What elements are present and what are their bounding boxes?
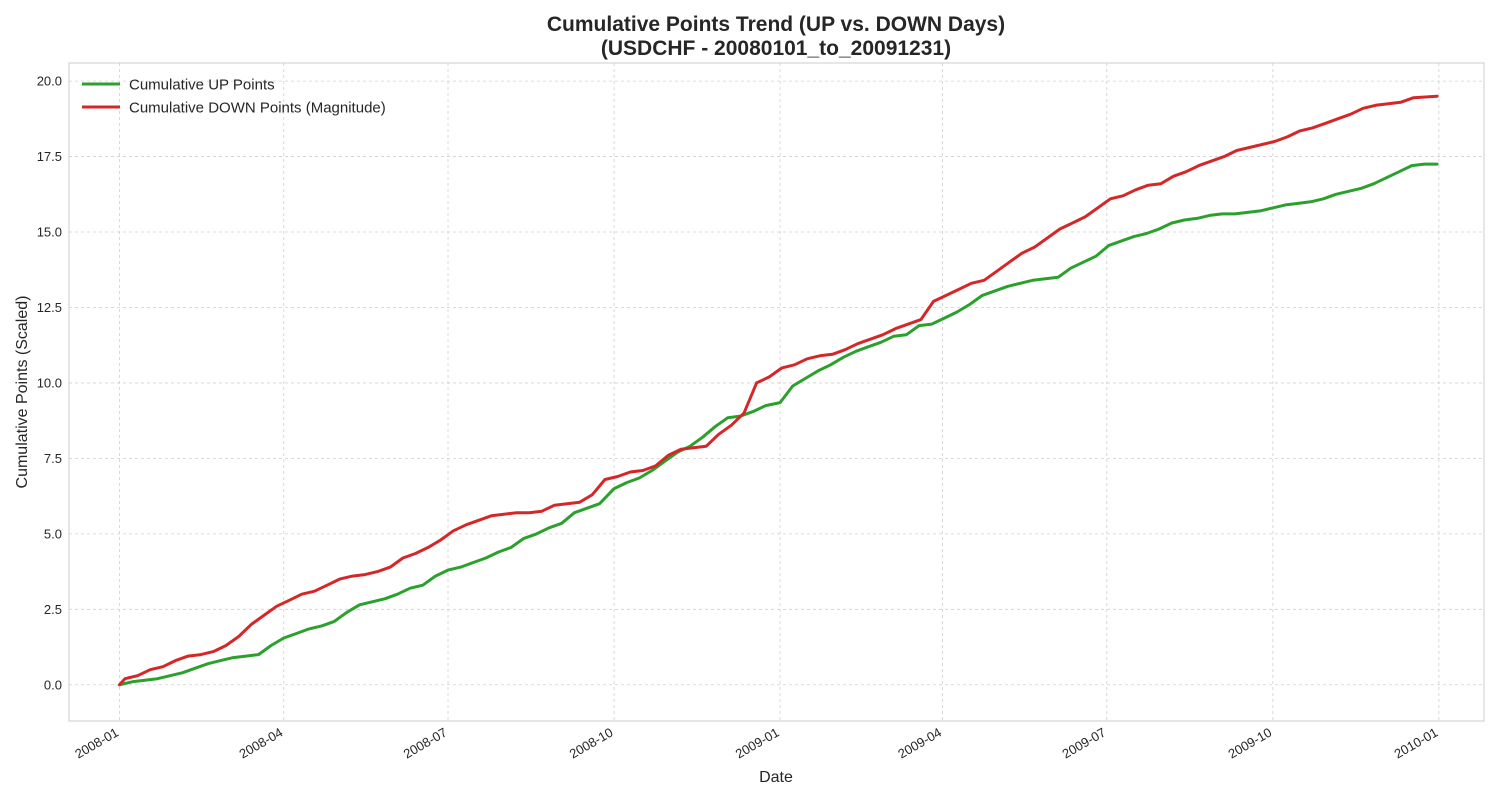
plot-area-frame bbox=[68, 62, 1485, 722]
chart-title: Cumulative Points Trend (UP vs. DOWN Day… bbox=[547, 13, 1005, 36]
series-layer bbox=[118, 94, 1439, 687]
y-tick-label: 2.5 bbox=[44, 602, 62, 617]
chart-subtitle: (USDCHF - 20080101_to_20091231) bbox=[601, 37, 951, 60]
x-tick-label: 2009-04 bbox=[895, 725, 944, 762]
series-line-up bbox=[118, 162, 1439, 687]
y-tick-label: 17.5 bbox=[37, 149, 62, 164]
y-tick-label: 12.5 bbox=[37, 300, 62, 315]
x-axis-ticks: 2008-01 2008-04 2008-07 2008-10 2009-01 2009-… bbox=[72, 725, 1440, 762]
y-tick-label: 7.5 bbox=[44, 451, 62, 466]
y-axis-ticks: 0.0 2.5 5.0 7.5 10.0 12.5 15.0 17.5 20.0 bbox=[37, 74, 62, 693]
legend: Cumulative UP Points Cumulative DOWN Poin… bbox=[82, 77, 386, 117]
x-tick-label: 2008-01 bbox=[72, 725, 121, 762]
grid bbox=[69, 63, 1484, 721]
y-tick-label: 20.0 bbox=[37, 74, 62, 89]
x-tick-label: 2009-01 bbox=[733, 725, 782, 762]
x-axis-label: Date bbox=[759, 769, 793, 786]
legend-label: Cumulative UP Points bbox=[129, 77, 275, 94]
x-tick-label: 2008-04 bbox=[236, 725, 285, 762]
y-tick-label: 5.0 bbox=[44, 526, 62, 541]
y-axis-label: Cumulative Points (Scaled) bbox=[14, 296, 31, 489]
y-tick-label: 15.0 bbox=[37, 225, 62, 240]
series-line-down bbox=[118, 94, 1439, 687]
x-tick-label: 2010-01 bbox=[1392, 725, 1441, 762]
y-tick-label: 10.0 bbox=[37, 375, 62, 390]
x-tick-label: 2009-07 bbox=[1059, 725, 1108, 762]
y-tick-label: 0.0 bbox=[44, 677, 62, 692]
x-tick-label: 2009-10 bbox=[1226, 725, 1275, 762]
legend-label: Cumulative DOWN Points (Magnitude) bbox=[129, 100, 386, 117]
x-tick-label: 2008-10 bbox=[567, 725, 616, 762]
x-tick-label: 2008-07 bbox=[401, 725, 450, 762]
